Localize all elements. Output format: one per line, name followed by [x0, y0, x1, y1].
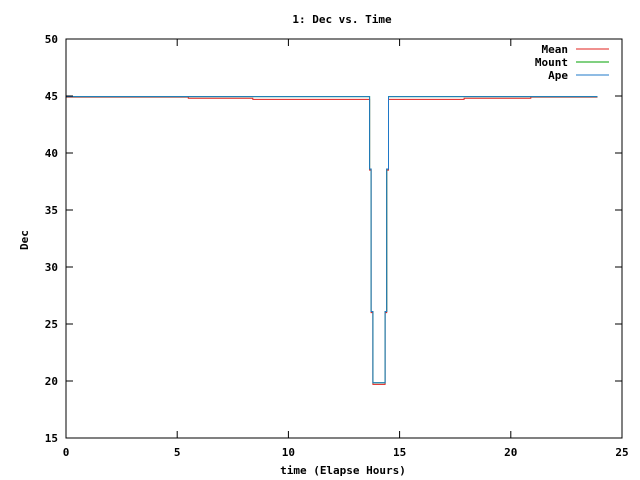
x-tick-label: 5 [174, 446, 181, 459]
y-tick-label: 15 [45, 432, 58, 445]
chart-title: 1: Dec vs. Time [292, 13, 392, 26]
x-tick-label: 10 [282, 446, 295, 459]
y-axis-label: Dec [18, 230, 31, 250]
x-axis-label: time (Elapse Hours) [280, 464, 406, 477]
series-layer [66, 96, 598, 385]
legend-label-mount: Mount [535, 56, 568, 69]
y-tick-label: 35 [45, 204, 58, 217]
series-line-mean [66, 96, 598, 385]
legend-label-mean: Mean [542, 43, 569, 56]
y-tick-label: 20 [45, 375, 58, 388]
y-tick-label: 30 [45, 261, 58, 274]
legend-label-ape: Ape [548, 69, 568, 82]
x-tick-label: 0 [63, 446, 70, 459]
x-tick-label: 25 [615, 446, 628, 459]
x-axis: 0 5 10 15 20 25 [63, 39, 629, 459]
series-line-mount [66, 96, 598, 384]
y-tick-label: 45 [45, 90, 58, 103]
series-line-ape [66, 96, 598, 384]
y-tick-label: 25 [45, 318, 58, 331]
y-axis: 15 20 25 30 35 40 45 50 [45, 33, 622, 445]
x-tick-label: 15 [393, 446, 406, 459]
y-tick-label: 40 [45, 147, 58, 160]
x-tick-label: 20 [504, 446, 517, 459]
plot-frame [65, 38, 623, 439]
y-tick-label: 50 [45, 33, 58, 46]
